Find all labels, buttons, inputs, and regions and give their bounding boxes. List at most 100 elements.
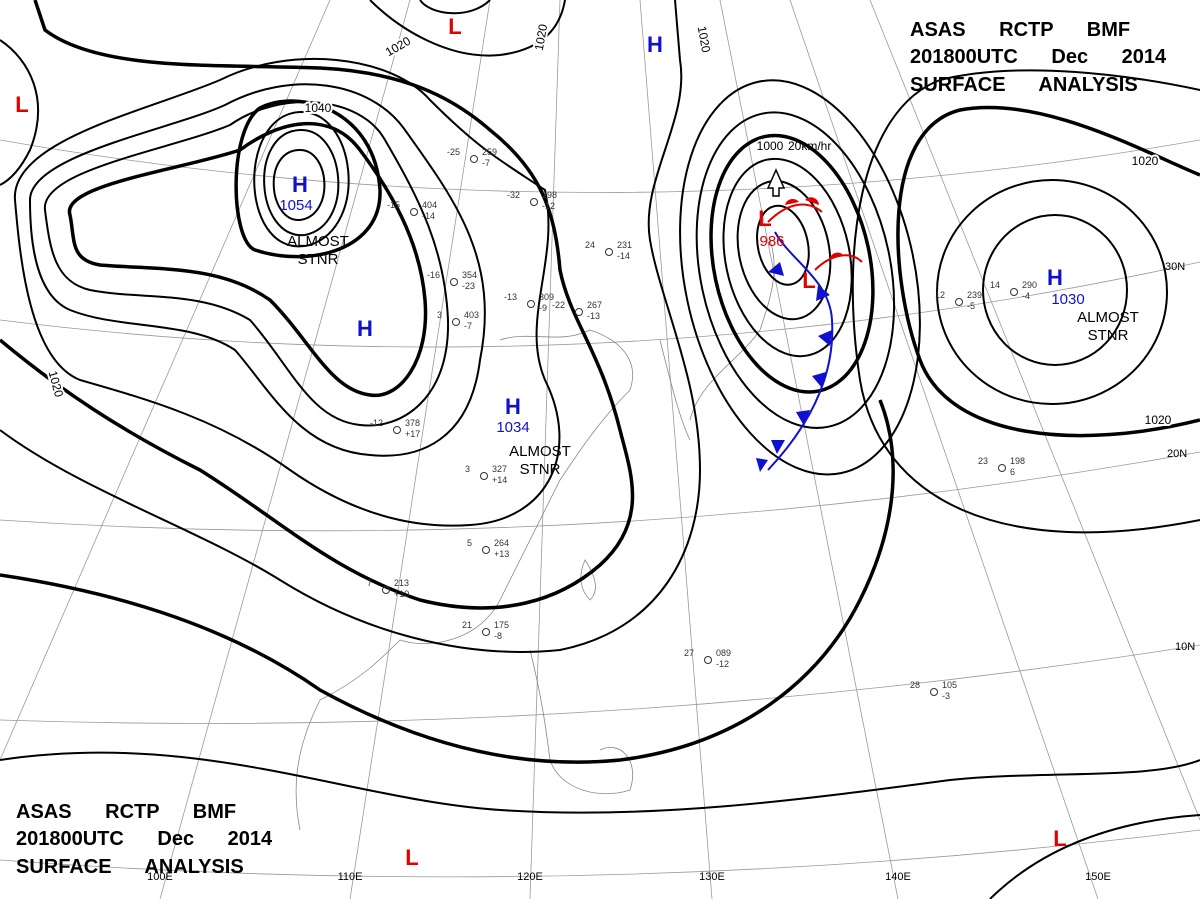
header-line: SURFACE ANALYSIS — [16, 856, 244, 878]
station-temp: 12 — [935, 290, 945, 300]
station-pressure: 298 — [542, 190, 557, 200]
station-pressure: 327 — [492, 464, 507, 474]
station-temp: 27 — [684, 648, 694, 658]
isobar — [695, 111, 896, 429]
isobar — [253, 110, 350, 248]
isobar — [0, 751, 1200, 814]
motion-arrow — [766, 168, 786, 197]
system-status: STNR — [298, 251, 339, 268]
station-marker — [1010, 288, 1018, 296]
isobar — [936, 179, 1168, 405]
latitude-label: 20N — [1167, 448, 1187, 460]
latitude-label: 10N — [1175, 641, 1195, 653]
system-letter: H — [647, 32, 663, 57]
system-status: ALMOST — [1077, 309, 1139, 326]
station-marker — [955, 298, 963, 306]
header-top: ASAS RCTP BMF 201800UTC Dec 2014 SURFACE… — [910, 19, 1167, 96]
station-dew: +13 — [494, 549, 509, 559]
station-marker — [575, 308, 583, 316]
station-dew: -4 — [1022, 291, 1030, 301]
station-pressure: 198 — [1010, 456, 1025, 466]
station-temp: -12 — [370, 418, 383, 428]
lon-line — [0, 0, 331, 761]
station-dew: -5 — [967, 301, 975, 311]
system-letter: L — [15, 92, 28, 117]
station-dew: -7 — [482, 158, 490, 168]
system-letter: L — [448, 14, 461, 39]
isobar — [0, 39, 39, 186]
station-pressure: 378 — [405, 418, 420, 428]
isobar-label: 1020 — [1132, 154, 1159, 168]
station-dew: -23 — [462, 281, 475, 291]
central-pressure: 986 — [759, 233, 784, 250]
header-line: ASAS RCTP BMF — [16, 801, 236, 823]
station-marker — [410, 208, 418, 216]
front-speed: 20km/hr — [788, 139, 831, 153]
longitude-label: 120E — [517, 871, 543, 883]
isobar-label: 1020 — [1145, 413, 1172, 427]
station-dew: -3 — [942, 691, 950, 701]
central-pressure: 1034 — [496, 419, 529, 436]
station-dew: -12 — [542, 201, 555, 211]
station-dew: -12 — [716, 659, 729, 669]
isobar-label: 1000 — [757, 139, 784, 153]
station-marker — [450, 278, 458, 286]
header-line: ASAS RCTP BMF — [910, 19, 1130, 41]
station-marker — [930, 688, 938, 696]
system-letter: H — [357, 316, 373, 341]
isobar — [272, 148, 326, 222]
station-dew: -13 — [587, 311, 600, 321]
longitude-label: 100E — [147, 871, 173, 883]
station-temp: -32 — [507, 190, 520, 200]
lon-line — [529, 0, 561, 899]
central-pressure: 1054 — [279, 197, 312, 214]
station-marker — [482, 546, 490, 554]
system-status: ALMOST — [287, 233, 349, 250]
isobar — [234, 99, 382, 259]
system-letter: H — [1047, 265, 1063, 290]
station-marker — [998, 464, 1006, 472]
station-temp: 21 — [462, 620, 472, 630]
fronts — [756, 168, 863, 472]
isobar — [419, 0, 491, 15]
isobar — [756, 204, 810, 286]
station-dew: -14 — [422, 211, 435, 221]
system-status: STNR — [520, 461, 561, 478]
warm-front — [767, 203, 823, 223]
lat-line — [0, 261, 1200, 348]
warm-front-symbol — [785, 197, 819, 205]
warm-front-symbol — [830, 252, 844, 258]
system-letter: L — [405, 845, 418, 870]
station-pressure: 105 — [942, 680, 957, 690]
station-temp: -16 — [427, 270, 440, 280]
station-dew: -9 — [539, 303, 547, 313]
station-temp: -13 — [504, 292, 517, 302]
isobar — [851, 69, 1200, 534]
system-letter: L — [802, 268, 815, 293]
central-pressure: 1030 — [1051, 291, 1084, 308]
lon-line — [639, 0, 713, 899]
coast — [295, 329, 633, 831]
lat-line — [0, 644, 1200, 724]
system-letter: H — [505, 394, 521, 419]
header-line: SURFACE ANALYSIS — [910, 74, 1138, 96]
station-pressure: 264 — [494, 538, 509, 548]
station-marker — [482, 628, 490, 636]
high-isobars — [851, 69, 1200, 534]
isobar — [709, 133, 875, 394]
station-marker — [704, 656, 712, 664]
station-pressure: 290 — [1022, 280, 1037, 290]
station-pressure: 403 — [464, 310, 479, 320]
isobar — [722, 157, 853, 358]
isobar-label: 1040 — [305, 101, 332, 115]
station-dew: +14 — [492, 475, 507, 485]
system-letter: H — [292, 172, 308, 197]
station-dew: -7 — [464, 321, 472, 331]
station-marker — [480, 472, 488, 480]
station-pressure: 267 — [587, 300, 602, 310]
isobar — [13, 58, 561, 527]
station-temp: 28 — [910, 680, 920, 690]
header-bottom: ASAS RCTP BMF 201800UTC Dec 2014 SURFACE… — [16, 801, 273, 878]
station-dew: +10 — [394, 589, 409, 599]
